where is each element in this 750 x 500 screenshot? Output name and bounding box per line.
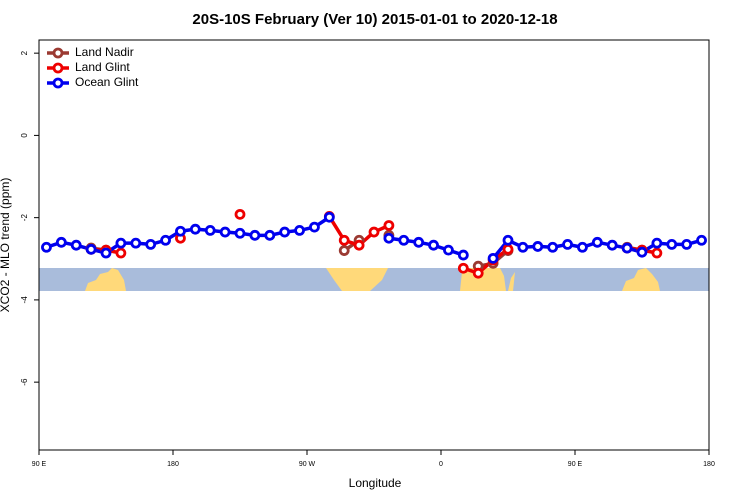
data-point	[547, 241, 559, 253]
data-point	[70, 239, 82, 251]
land-shape	[326, 268, 388, 291]
x-tick-label: 90 E	[32, 461, 47, 468]
data-point	[264, 229, 276, 241]
data-point	[651, 247, 663, 259]
data-point	[249, 229, 261, 241]
series-line	[90, 238, 643, 268]
data-point	[294, 225, 305, 236]
data-point	[309, 221, 320, 233]
data-point	[696, 234, 707, 246]
data-point	[338, 234, 350, 246]
data-point	[636, 246, 648, 258]
data-point	[279, 226, 291, 238]
data-point	[234, 227, 246, 239]
y-tick-label: -6	[20, 378, 29, 386]
data-point	[100, 247, 112, 259]
data-point	[487, 252, 499, 264]
y-tick-label: 0	[20, 133, 29, 138]
data-point	[681, 238, 693, 250]
data-point	[606, 239, 618, 251]
data-point	[115, 237, 127, 249]
data-point	[41, 241, 52, 253]
data-point	[323, 211, 335, 223]
legend-marker	[52, 62, 64, 74]
data-point	[472, 267, 484, 279]
y-tick-label: 2	[20, 50, 29, 55]
data-point	[175, 225, 186, 237]
data-point	[115, 247, 127, 259]
legend-marker	[52, 47, 64, 59]
data-point	[189, 223, 201, 235]
data-point	[413, 236, 425, 248]
x-tick-label: 180	[703, 461, 715, 468]
data-point	[55, 236, 67, 248]
data-point	[457, 262, 469, 274]
series-line	[45, 215, 703, 260]
data-point	[517, 241, 529, 253]
data-point	[368, 226, 380, 238]
legend-label: Land Glint	[75, 60, 130, 74]
data-point	[204, 225, 216, 236]
plot-frame	[38, 39, 710, 451]
data-point	[443, 244, 454, 256]
map-strip	[39, 268, 709, 291]
y-tick-label: -2	[20, 214, 29, 222]
data-point	[502, 234, 514, 246]
data-point	[383, 232, 395, 244]
data-point	[85, 243, 97, 255]
legend-label: Ocean Glint	[75, 75, 139, 89]
x-axis-label: Longitude	[349, 476, 402, 490]
data-point	[130, 237, 142, 249]
data-point	[562, 238, 573, 250]
data-point	[457, 249, 469, 261]
y-tick-label: -4	[20, 296, 29, 304]
data-point	[383, 220, 395, 231]
data-point	[234, 208, 246, 220]
x-tick-label: 90 E	[568, 461, 583, 468]
land-shape	[85, 268, 126, 291]
y-axis-label: XCO2 - MLO trend (ppm)	[0, 178, 12, 313]
land-shape	[622, 268, 660, 291]
data-point	[219, 226, 231, 238]
data-point	[353, 239, 365, 251]
data-point	[532, 241, 544, 252]
x-tick-label: 0	[439, 461, 443, 468]
data-point	[160, 234, 171, 246]
legend-label: Land Nadir	[75, 45, 134, 59]
data-point	[428, 239, 439, 251]
data-point	[398, 234, 410, 246]
data-point	[651, 237, 663, 249]
data-point	[502, 243, 514, 255]
x-tick-label: 180	[167, 461, 179, 468]
data-point	[621, 242, 633, 254]
data-point	[145, 238, 157, 250]
chart-title: 20S-10S February (Ver 10) 2015-01-01 to …	[192, 11, 557, 28]
data-point	[338, 245, 350, 256]
legend-marker	[52, 77, 64, 89]
data-point	[577, 241, 588, 253]
data-point	[666, 238, 678, 250]
x-tick-label: 90 W	[299, 461, 316, 468]
data-point	[591, 236, 603, 248]
